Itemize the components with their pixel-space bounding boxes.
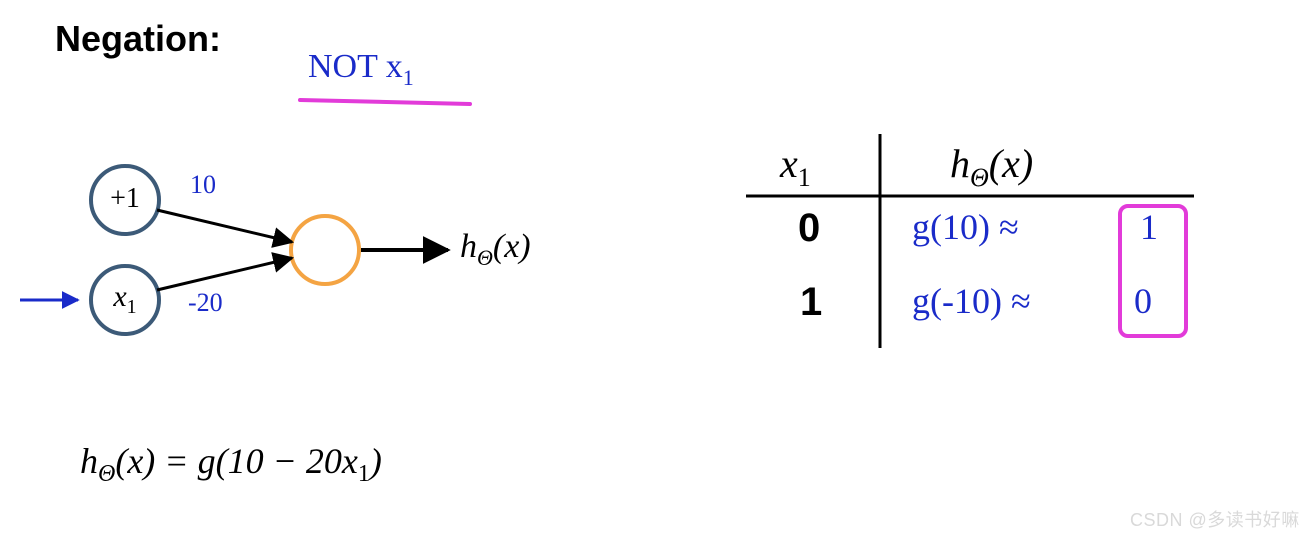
table-row-0-hx-expr: g(10) ≈ (912, 207, 1019, 247)
diagram-stage: { "canvas": { "width": 1312, "height": 5… (0, 0, 1312, 535)
handwritten-underline (300, 100, 470, 104)
table-row-0-hx: g(10) ≈ (912, 206, 1046, 248)
edge-weight-x1: -20 (188, 288, 223, 318)
handwritten-title: NOT x1 (308, 48, 414, 91)
bias-node-label: +1 (105, 183, 145, 215)
table-row-1-x1: 1 (800, 280, 822, 325)
output-label: hΘ(x) (460, 228, 531, 271)
table-row-1-hx-expr: g(-10) ≈ (912, 281, 1031, 321)
edge-x1-output (157, 258, 292, 290)
table-header-hx: hΘ(x) (950, 140, 1033, 193)
x1-node-label: x1 (103, 280, 147, 319)
handwritten-title-text: NOT x (308, 48, 403, 85)
handwritten-title-sub: 1 (403, 65, 414, 90)
watermark: CSDN @多读书好嘛 (1130, 506, 1300, 532)
edge-bias-output (157, 210, 292, 242)
edge-weight-bias: 10 (190, 170, 216, 200)
equation: hΘ(x) = g(10 − 20x1) (80, 440, 382, 488)
section-heading: Negation: (55, 18, 221, 60)
table-row-0-x1: 0 (798, 206, 820, 251)
table-row-1-hx-value: 0 (1134, 280, 1152, 322)
table-row-1-hx: g(-10) ≈ (912, 280, 1044, 322)
output-node (291, 216, 359, 284)
table-row-0-hx-value: 1 (1140, 206, 1158, 248)
x1-node-label-text: x (113, 280, 126, 313)
table-header-x1: x1 (780, 140, 811, 193)
